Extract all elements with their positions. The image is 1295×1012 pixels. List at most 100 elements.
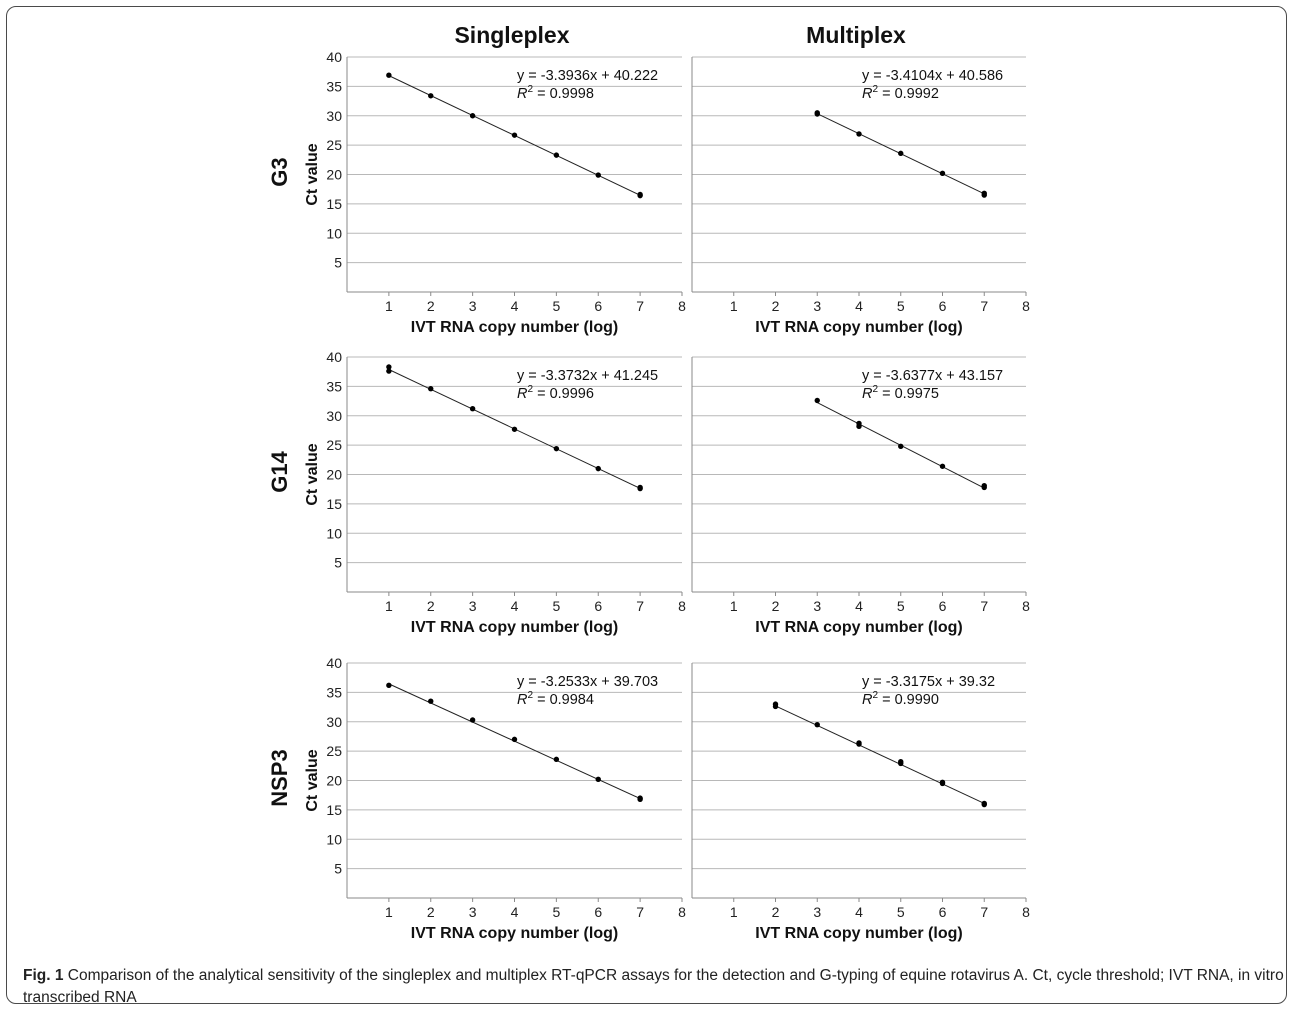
- y-tick-label: 15: [326, 496, 342, 512]
- x-tick-label: 1: [730, 298, 738, 314]
- data-point: [470, 113, 475, 118]
- data-point: [470, 406, 475, 411]
- data-point: [428, 698, 433, 703]
- data-point: [386, 683, 391, 688]
- y-tick-label: 5: [334, 861, 342, 877]
- x-tick-label: 3: [813, 298, 821, 314]
- x-axis-label: IVT RNA copy number (log): [411, 319, 618, 336]
- x-tick-label: 3: [813, 904, 821, 920]
- y-tick-label: 5: [334, 255, 342, 271]
- data-point: [637, 485, 642, 490]
- data-point: [596, 466, 601, 471]
- y-tick-label: 40: [326, 655, 342, 671]
- x-tick-label: 4: [855, 904, 863, 920]
- r-squared-label: R2 = 0.9984: [517, 690, 594, 708]
- data-point: [428, 93, 433, 98]
- data-point: [554, 152, 559, 157]
- data-point: [940, 464, 945, 469]
- x-tick-label: 3: [469, 904, 477, 920]
- y-tick-label: 30: [326, 408, 342, 424]
- x-tick-label: 6: [594, 598, 602, 614]
- data-point: [940, 780, 945, 785]
- x-tick-label: 8: [678, 598, 686, 614]
- data-point: [470, 717, 475, 722]
- row-title-nsp3: NSP3: [267, 749, 292, 806]
- chart-panel-g14-singleplex: 1 2 3 4 5 6 7 8510152025303540IVT RNA copy numb…: [304, 349, 686, 636]
- x-tick-label: 6: [939, 598, 947, 614]
- x-tick-label: 5: [552, 598, 560, 614]
- x-tick-label: 3: [813, 598, 821, 614]
- x-tick-label: 4: [511, 298, 519, 314]
- data-point: [512, 737, 517, 742]
- x-tick-label: 1: [730, 904, 738, 920]
- x-tick-label: 2: [772, 598, 780, 614]
- x-tick-label: 4: [511, 904, 519, 920]
- r-squared-label: R2 = 0.9990: [862, 690, 939, 708]
- x-tick-label: 2: [772, 904, 780, 920]
- chart-panel-g3-singleplex: 1 2 3 4 5 6 7 8 5 10 15 20 25 30 35 40 IVT RNA copy numb…: [304, 49, 686, 336]
- y-tick-label: 10: [326, 831, 342, 847]
- y-axis-label: Ct value: [304, 443, 321, 505]
- data-point: [596, 777, 601, 782]
- chart-panel-nsp3-multiplex: 1 2 3 4 5 6 7 8 IVT RNA copy number (log) y = -3.…: [692, 663, 1030, 942]
- data-point: [428, 386, 433, 391]
- x-tick-label: 3: [469, 298, 477, 314]
- x-tick-label: 7: [636, 598, 644, 614]
- chart-panel-g3-multiplex: 1 2 3 4 5 6 7 8 IVT RNA copy number (log) y = -3.…: [692, 57, 1030, 336]
- data-point: [773, 701, 778, 706]
- data-point: [637, 192, 642, 197]
- x-tick-label: 5: [552, 904, 560, 920]
- x-tick-label: 1: [385, 904, 393, 920]
- data-point: [637, 795, 642, 800]
- figure-frame: Singleplex Multiplex G3 G14 NSP3 1 2 3 4 5 6 7 8 5 10 1…: [6, 6, 1287, 1004]
- y-tick-label: 10: [326, 525, 342, 541]
- figure-caption: Fig. 1 Comparison of the analytical sens…: [23, 965, 1285, 1009]
- x-tick-label: 6: [939, 904, 947, 920]
- data-point: [815, 110, 820, 115]
- data-point: [982, 483, 987, 488]
- x-tick-label: 8: [678, 298, 686, 314]
- x-tick-label: 1: [385, 598, 393, 614]
- data-point: [554, 446, 559, 451]
- x-axis-label: IVT RNA copy number (log): [411, 925, 618, 942]
- x-tick-label: 4: [511, 598, 519, 614]
- r-squared-label: R2 = 0.9998: [517, 84, 594, 102]
- data-point: [856, 131, 861, 136]
- equation-label: y = -3.4104x + 40.586: [862, 68, 1003, 84]
- x-tick-label: 5: [897, 298, 905, 314]
- column-title-singleplex: Singleplex: [454, 22, 569, 48]
- x-tick-label: 5: [897, 598, 905, 614]
- y-tick-label: 30: [326, 714, 342, 730]
- x-tick-label: 6: [939, 298, 947, 314]
- y-tick-label: 5: [334, 555, 342, 571]
- r-squared-label: R2 = 0.9992: [862, 84, 939, 102]
- y-tick-label: 25: [326, 437, 342, 453]
- x-tick-label: 8: [1022, 904, 1030, 920]
- x-tick-label: 8: [678, 904, 686, 920]
- row-title-g14: G14: [267, 450, 292, 492]
- x-axis-label: IVT RNA copy number (log): [411, 619, 618, 636]
- data-point: [898, 444, 903, 449]
- x-tick-label: 6: [594, 904, 602, 920]
- data-point: [940, 171, 945, 176]
- data-point: [512, 427, 517, 432]
- x-tick-label: 4: [855, 298, 863, 314]
- y-tick-label: 30: [326, 108, 342, 124]
- y-axis-label: Ct value: [304, 143, 321, 205]
- caption-text: Comparison of the analytical sensitivity…: [23, 967, 1284, 1006]
- equation-label: y = -3.3732x + 41.245: [517, 368, 658, 384]
- y-tick-label: 35: [326, 684, 342, 700]
- x-tick-label: 2: [427, 298, 435, 314]
- x-tick-label: 8: [1022, 298, 1030, 314]
- y-tick-label: 15: [326, 802, 342, 818]
- y-tick-label: 35: [326, 378, 342, 394]
- x-tick-label: 7: [636, 904, 644, 920]
- x-tick-label: 1: [385, 298, 393, 314]
- x-tick-label: 2: [427, 598, 435, 614]
- equation-label: y = -3.6377x + 43.157: [862, 368, 1003, 384]
- x-tick-label: 7: [980, 598, 988, 614]
- y-tick-label: 35: [326, 78, 342, 94]
- x-tick-label: 4: [855, 598, 863, 614]
- data-point: [815, 398, 820, 403]
